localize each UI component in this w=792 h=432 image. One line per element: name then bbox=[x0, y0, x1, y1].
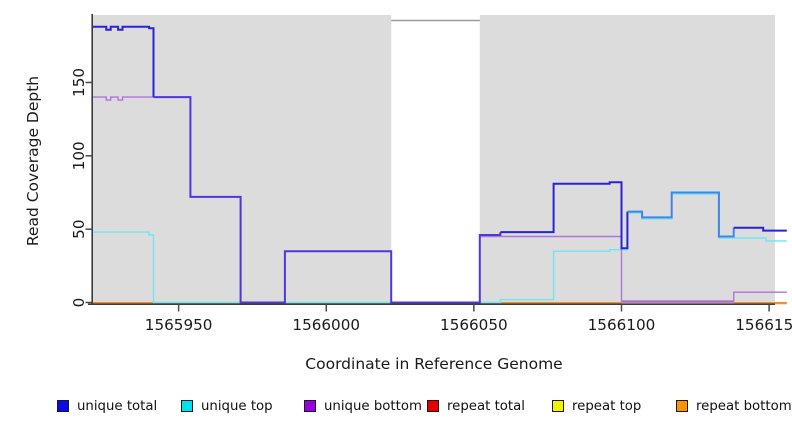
x-tick-label: 1566100 bbox=[588, 316, 656, 334]
legend-swatch-icon bbox=[427, 400, 439, 412]
series-unique-total-line bbox=[500, 181, 629, 250]
legend-label: unique top bbox=[201, 398, 273, 414]
legend-swatch-icon bbox=[57, 400, 69, 412]
legend-item-unique-bottom: unique bottom bbox=[304, 396, 422, 416]
legend-item-unique-total: unique total bbox=[57, 396, 157, 416]
legend-label: unique bottom bbox=[324, 398, 422, 414]
coverage-gap-region bbox=[391, 14, 480, 305]
y-axis-title: Read Coverage Depth bbox=[24, 75, 42, 247]
legend-swatch-icon bbox=[304, 400, 316, 412]
legend: unique total unique top unique bottom repea… bbox=[0, 396, 792, 422]
series-unique-total-line bbox=[627, 191, 735, 238]
x-tick-label: 1566050 bbox=[440, 316, 508, 334]
series-unique-total-line bbox=[93, 25, 155, 98]
legend-swatch-icon bbox=[676, 400, 688, 412]
legend-item-repeat-total: repeat total bbox=[427, 396, 525, 416]
legend-label: repeat bottom bbox=[696, 398, 792, 414]
x-axis-title: Coordinate in Reference Genome bbox=[305, 355, 563, 373]
series-unique-total-line bbox=[733, 226, 787, 232]
y-tick-label: 50 bbox=[70, 219, 88, 238]
legend-label: unique total bbox=[77, 398, 158, 414]
series-unique-total-line bbox=[153, 96, 502, 304]
legend-label: repeat total bbox=[447, 398, 525, 414]
legend-item-unique-top: unique top bbox=[181, 396, 273, 416]
legend-swatch-icon bbox=[552, 400, 564, 412]
legend-item-repeat-bottom: repeat bottom bbox=[676, 396, 792, 416]
legend-item-repeat-top: repeat top bbox=[552, 396, 641, 416]
legend-label: repeat top bbox=[572, 398, 642, 414]
y-tick-label: 0 bbox=[70, 298, 88, 308]
y-tick-label: 150 bbox=[70, 68, 88, 97]
y-tick-label: 100 bbox=[70, 141, 88, 170]
x-tick-label: 1565950 bbox=[145, 316, 213, 334]
legend-swatch-icon bbox=[181, 400, 193, 412]
x-tick-label: 1566000 bbox=[292, 316, 360, 334]
